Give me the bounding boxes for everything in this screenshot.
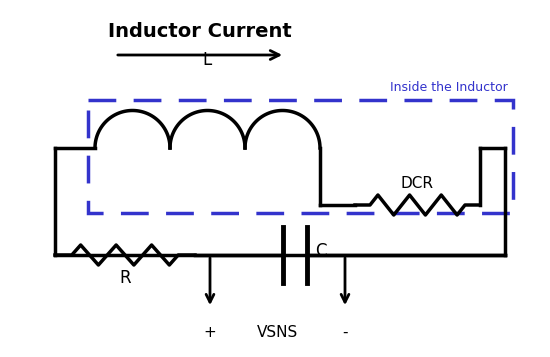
Text: VSNS: VSNS (257, 325, 298, 340)
Text: +: + (204, 325, 216, 340)
Text: Inside the Inductor: Inside the Inductor (390, 81, 508, 94)
Text: Inductor Current: Inductor Current (108, 22, 292, 41)
Text: -: - (342, 325, 348, 340)
Text: L: L (203, 51, 212, 69)
Text: C: C (315, 242, 327, 260)
Text: DCR: DCR (401, 176, 434, 191)
Text: R: R (119, 269, 131, 287)
